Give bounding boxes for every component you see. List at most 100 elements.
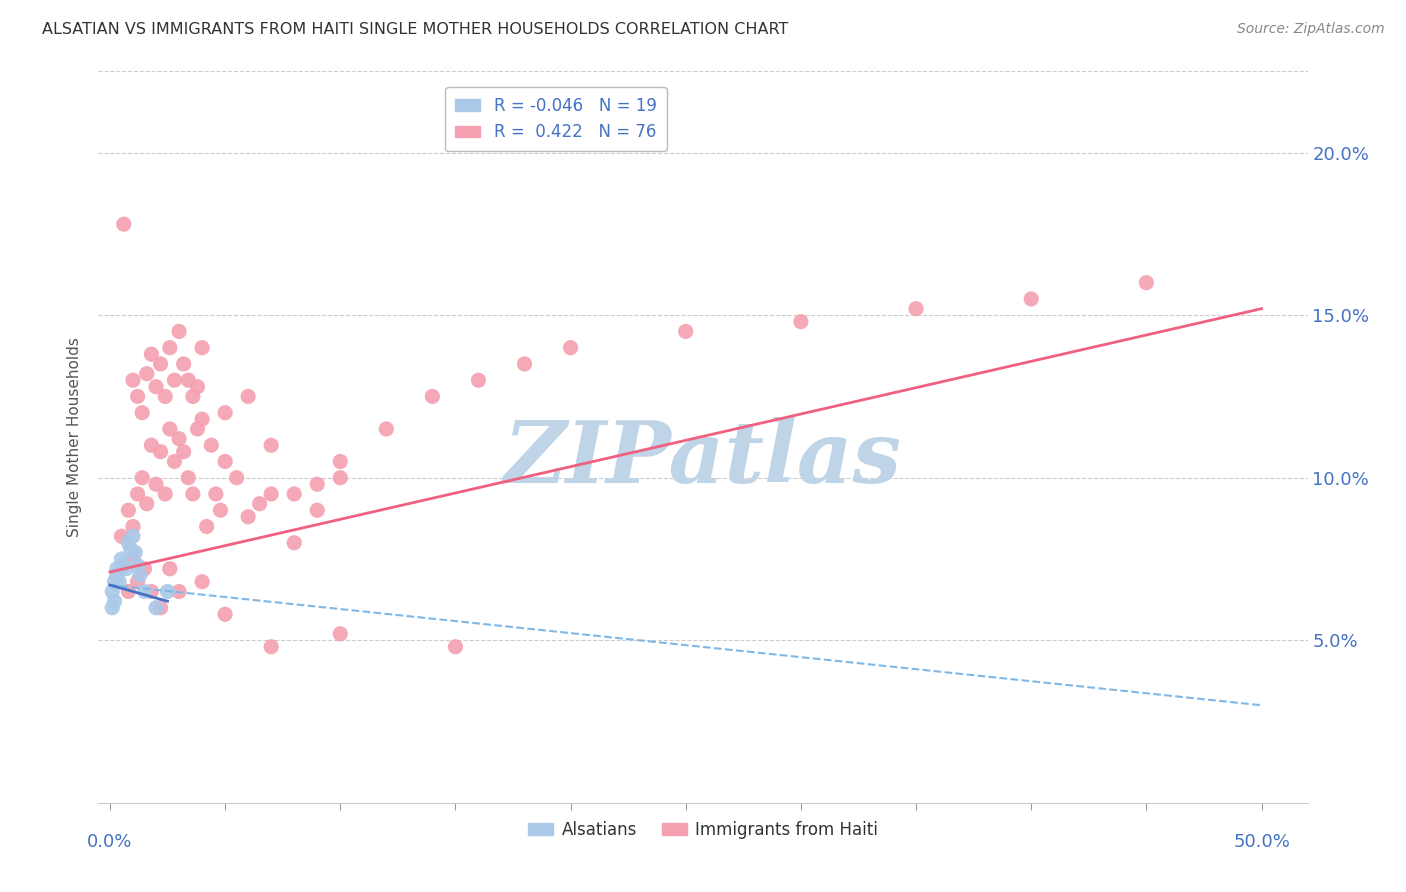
Point [131,471,153,485]
Point [225,471,247,485]
Point [122,529,145,543]
Point [127,574,149,589]
Point [141,584,163,599]
Point [283,535,305,549]
Point [177,373,200,387]
Point [141,347,163,361]
Point [167,584,190,599]
Point [127,558,149,573]
Point [155,389,177,403]
Point [260,438,283,452]
Point [128,568,150,582]
Point [101,600,124,615]
Point [135,367,157,381]
Point [156,584,179,599]
Point [159,422,181,436]
Point [108,574,131,589]
Point [167,325,190,339]
Point [467,373,489,387]
Point [145,477,167,491]
Point [131,406,153,420]
Point [195,519,218,533]
Point [110,552,132,566]
Point [560,341,582,355]
Point [214,406,236,420]
Point [122,373,145,387]
Point [159,341,181,355]
Point [236,389,259,403]
Point [135,497,157,511]
Point [110,529,132,543]
Point [149,357,172,371]
Text: 50.0%: 50.0% [1233,833,1289,851]
Point [117,584,139,599]
Legend: Alsatians, Immigrants from Haiti: Alsatians, Immigrants from Haiti [522,814,884,846]
Point [145,380,167,394]
Point [191,412,214,426]
Text: 0.0%: 0.0% [87,833,132,851]
Point [329,626,352,640]
Point [141,438,163,452]
Point [103,594,125,608]
Point [905,301,928,316]
Point [122,552,145,566]
Point [790,315,813,329]
Text: ALSATIAN VS IMMIGRANTS FROM HAITI SINGLE MOTHER HOUSEHOLDS CORRELATION CHART: ALSATIAN VS IMMIGRANTS FROM HAITI SINGLE… [42,22,789,37]
Point [186,422,208,436]
Point [145,600,167,615]
Point [112,217,135,231]
Text: Source: ZipAtlas.com: Source: ZipAtlas.com [1237,22,1385,37]
Point [236,509,259,524]
Point [307,503,329,517]
Point [103,574,125,589]
Point [124,545,146,559]
Point [205,487,228,501]
Point [260,487,283,501]
Point [173,357,195,371]
Point [112,558,135,573]
Point [177,471,200,485]
Point [101,584,124,599]
Text: ZIPatlas: ZIPatlas [503,417,903,500]
Point [283,487,305,501]
Point [1135,276,1157,290]
Point [120,542,142,557]
Point [149,600,172,615]
Point [186,380,208,394]
Point [122,519,145,533]
Point [214,607,236,622]
Point [214,454,236,468]
Point [191,341,214,355]
Point [127,389,149,403]
Point [117,535,139,549]
Point [155,487,177,501]
Point [159,562,181,576]
Point [260,640,283,654]
Point [105,562,128,576]
Point [115,562,138,576]
Point [163,373,186,387]
Point [444,640,467,654]
Point [167,432,190,446]
Point [181,487,204,501]
Point [307,477,329,491]
Point [329,471,352,485]
Point [105,568,128,582]
Point [1019,292,1042,306]
Point [249,497,271,511]
Point [675,325,697,339]
Point [149,444,172,458]
Y-axis label: Single Mother Households: Single Mother Households [67,337,83,537]
Point [191,574,214,589]
Point [181,389,204,403]
Point [117,503,139,517]
Point [134,584,156,599]
Point [513,357,536,371]
Point [173,444,195,458]
Point [329,454,352,468]
Point [375,422,398,436]
Point [422,389,444,403]
Point [134,562,156,576]
Point [209,503,232,517]
Point [127,487,149,501]
